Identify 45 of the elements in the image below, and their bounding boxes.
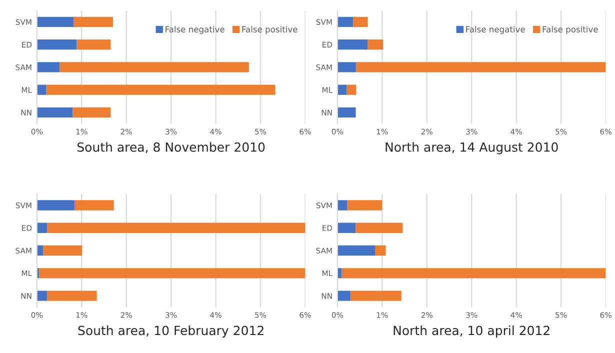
bar [36, 290, 48, 301]
bar [337, 84, 347, 95]
bar [47, 222, 306, 233]
legend-label: False positive [542, 26, 598, 34]
bar [337, 107, 356, 118]
bar [36, 107, 73, 118]
bar [36, 39, 77, 50]
bar [337, 16, 354, 27]
text: North area, 10 april 2012 [394, 325, 550, 338]
text: North area, 14 August 2010 [386, 142, 558, 154]
bar [337, 290, 350, 301]
bar [368, 39, 384, 50]
bar [39, 268, 306, 278]
bar [72, 107, 111, 118]
bar [74, 16, 113, 27]
bar [43, 245, 82, 256]
legend-label: False negative [166, 26, 224, 34]
bar [36, 222, 48, 233]
bar [337, 62, 356, 72]
bar [337, 245, 376, 256]
bar [36, 84, 46, 95]
bar [337, 200, 348, 210]
bar [74, 200, 114, 210]
bar [36, 16, 74, 27]
bar [47, 290, 97, 301]
text: South area, 10 February 2012 [78, 325, 264, 338]
bar [36, 62, 60, 72]
text: South area, 8 November 2010 [77, 142, 265, 154]
bar [337, 39, 368, 50]
bar [341, 268, 606, 278]
bar [337, 222, 356, 233]
legend-label: False negative [466, 26, 525, 34]
bar [337, 268, 342, 278]
bar [76, 39, 111, 50]
bar [60, 62, 249, 72]
bar [46, 84, 276, 95]
bar [375, 245, 386, 256]
bar [356, 62, 606, 72]
bar [356, 222, 403, 233]
bar [346, 84, 356, 95]
bar [350, 290, 402, 301]
bar [36, 200, 74, 210]
legend-label: False positive [242, 26, 298, 34]
bar [347, 200, 382, 210]
bar [353, 16, 368, 27]
